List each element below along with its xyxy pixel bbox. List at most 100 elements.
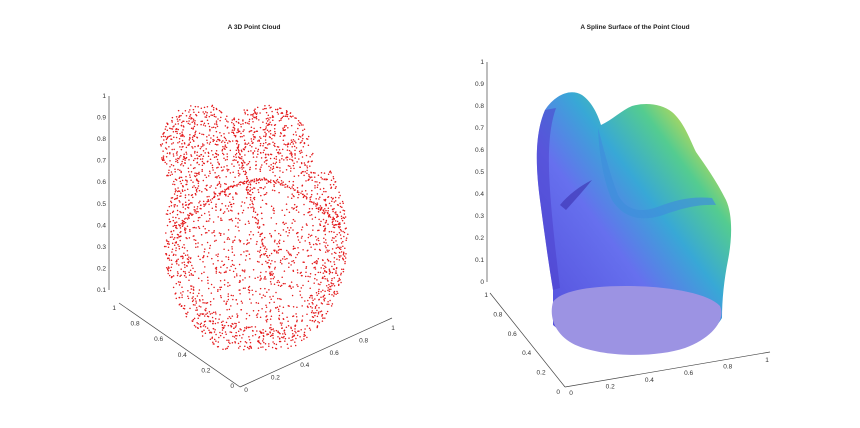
cloud-point [253, 131, 255, 134]
cloud-point [306, 305, 309, 307]
cloud-point [237, 183, 240, 185]
cloud-point [194, 210, 196, 213]
cloud-point [189, 109, 191, 111]
cloud-point [327, 287, 329, 289]
cloud-point [188, 174, 191, 176]
cloud-point [187, 216, 190, 218]
cloud-point [323, 210, 325, 212]
x-tick-label: 0.4 [300, 362, 309, 369]
cloud-point [250, 181, 252, 183]
cloud-point [238, 334, 241, 337]
cloud-point [317, 239, 320, 242]
cloud-point [311, 295, 313, 297]
cloud-point [216, 125, 219, 128]
cloud-point [290, 326, 292, 328]
cloud-point [245, 326, 248, 328]
cloud-point [179, 281, 182, 284]
cloud-point [221, 190, 224, 193]
cloud-point [231, 140, 234, 142]
cloud-point [233, 124, 236, 127]
cloud-point [278, 281, 281, 283]
cloud-point [197, 242, 199, 244]
cloud-point [304, 189, 307, 192]
cloud-point [292, 139, 295, 141]
cloud-point [260, 206, 262, 208]
cloud-point [238, 281, 241, 284]
cloud-point [287, 347, 289, 349]
cloud-point [175, 247, 177, 249]
cloud-point [234, 154, 237, 156]
cloud-point [193, 239, 195, 241]
x-tick-label: 0.8 [359, 337, 368, 344]
cloud-point [320, 281, 322, 284]
cloud-point [189, 291, 192, 294]
cloud-point [288, 337, 290, 339]
cloud-point [249, 196, 252, 199]
cloud-point [225, 146, 228, 149]
cloud-point [216, 123, 218, 126]
cloud-point [298, 124, 301, 127]
cloud-point [244, 269, 246, 271]
cloud-point [216, 176, 218, 179]
cloud-point [227, 293, 230, 295]
cloud-point [232, 171, 234, 174]
cloud-point [165, 156, 168, 158]
cloud-point [273, 144, 275, 147]
cloud-point [196, 154, 198, 157]
cloud-point [201, 331, 204, 333]
cloud-point [248, 314, 251, 317]
cloud-point [286, 316, 288, 318]
cloud-point [191, 202, 193, 204]
cloud-point [297, 123, 299, 125]
cloud-point [258, 227, 260, 230]
cloud-point [324, 251, 327, 253]
cloud-point [262, 332, 265, 334]
cloud-point [283, 214, 286, 216]
y-tick-label: 0.4 [522, 350, 531, 357]
cloud-point [249, 298, 251, 300]
cloud-point [186, 258, 189, 260]
right-tick-labels: 00.10.20.30.40.50.60.70.80.9100.20.40.60… [475, 59, 769, 397]
cloud-point [245, 180, 248, 183]
cloud-point [339, 194, 341, 197]
cloud-point [197, 172, 199, 175]
cloud-point [235, 156, 237, 159]
cloud-point [185, 315, 188, 318]
cloud-point [273, 124, 276, 127]
cloud-point [286, 113, 289, 116]
cloud-point [295, 313, 297, 315]
cloud-point [188, 237, 191, 239]
cloud-point [323, 212, 326, 215]
cloud-point [279, 183, 282, 185]
cloud-point [202, 179, 205, 182]
cloud-point [240, 205, 243, 207]
cloud-point [250, 126, 253, 129]
cloud-point [180, 148, 183, 151]
cloud-point [249, 326, 251, 328]
z-tick-label: 0.7 [97, 158, 106, 165]
cloud-point [272, 141, 274, 143]
cloud-point [241, 166, 243, 168]
cloud-point [193, 324, 196, 327]
cloud-point [243, 135, 245, 137]
cloud-point [195, 188, 198, 191]
cloud-point [243, 109, 245, 111]
cloud-point [239, 289, 241, 291]
cloud-point [282, 333, 284, 335]
cloud-point [332, 177, 335, 180]
cloud-point [296, 186, 299, 189]
cloud-point [297, 246, 299, 249]
cloud-point [180, 195, 182, 197]
cloud-point [338, 222, 340, 224]
cloud-point [162, 156, 165, 159]
cloud-point [178, 156, 181, 158]
cloud-point [269, 132, 272, 135]
cloud-point [307, 135, 310, 138]
cloud-point [183, 274, 186, 277]
cloud-point [240, 300, 243, 303]
cloud-point [208, 214, 211, 216]
cloud-point [251, 289, 253, 291]
cloud-point [178, 247, 181, 250]
cloud-point [273, 209, 275, 212]
cloud-point [258, 119, 260, 121]
